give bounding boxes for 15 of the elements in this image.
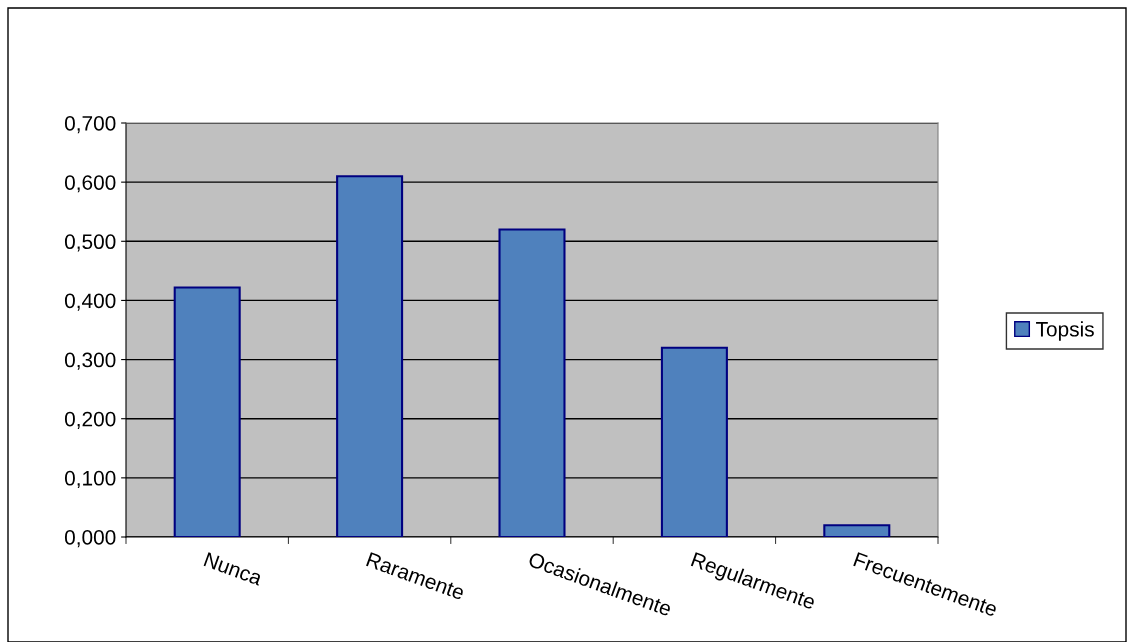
bar <box>660 346 728 537</box>
y-tick-label: 0,400 <box>64 293 116 311</box>
y-tick-label: 0,100 <box>64 470 116 489</box>
y-tick-label: 0,600 <box>64 175 116 193</box>
bar <box>823 524 891 537</box>
bar <box>336 175 404 537</box>
x-tick-label: Nunca <box>203 552 264 586</box>
y-tick-label: 0,500 <box>64 234 116 252</box>
y-tick-label: 0,700 <box>64 116 116 134</box>
bar <box>498 228 566 537</box>
bar <box>173 286 241 537</box>
legend-label: Topsis <box>1036 321 1094 341</box>
y-tick-label: 0,000 <box>64 530 116 548</box>
y-tick-label: 0,200 <box>64 411 116 429</box>
y-tick-label: 0,300 <box>64 352 116 370</box>
